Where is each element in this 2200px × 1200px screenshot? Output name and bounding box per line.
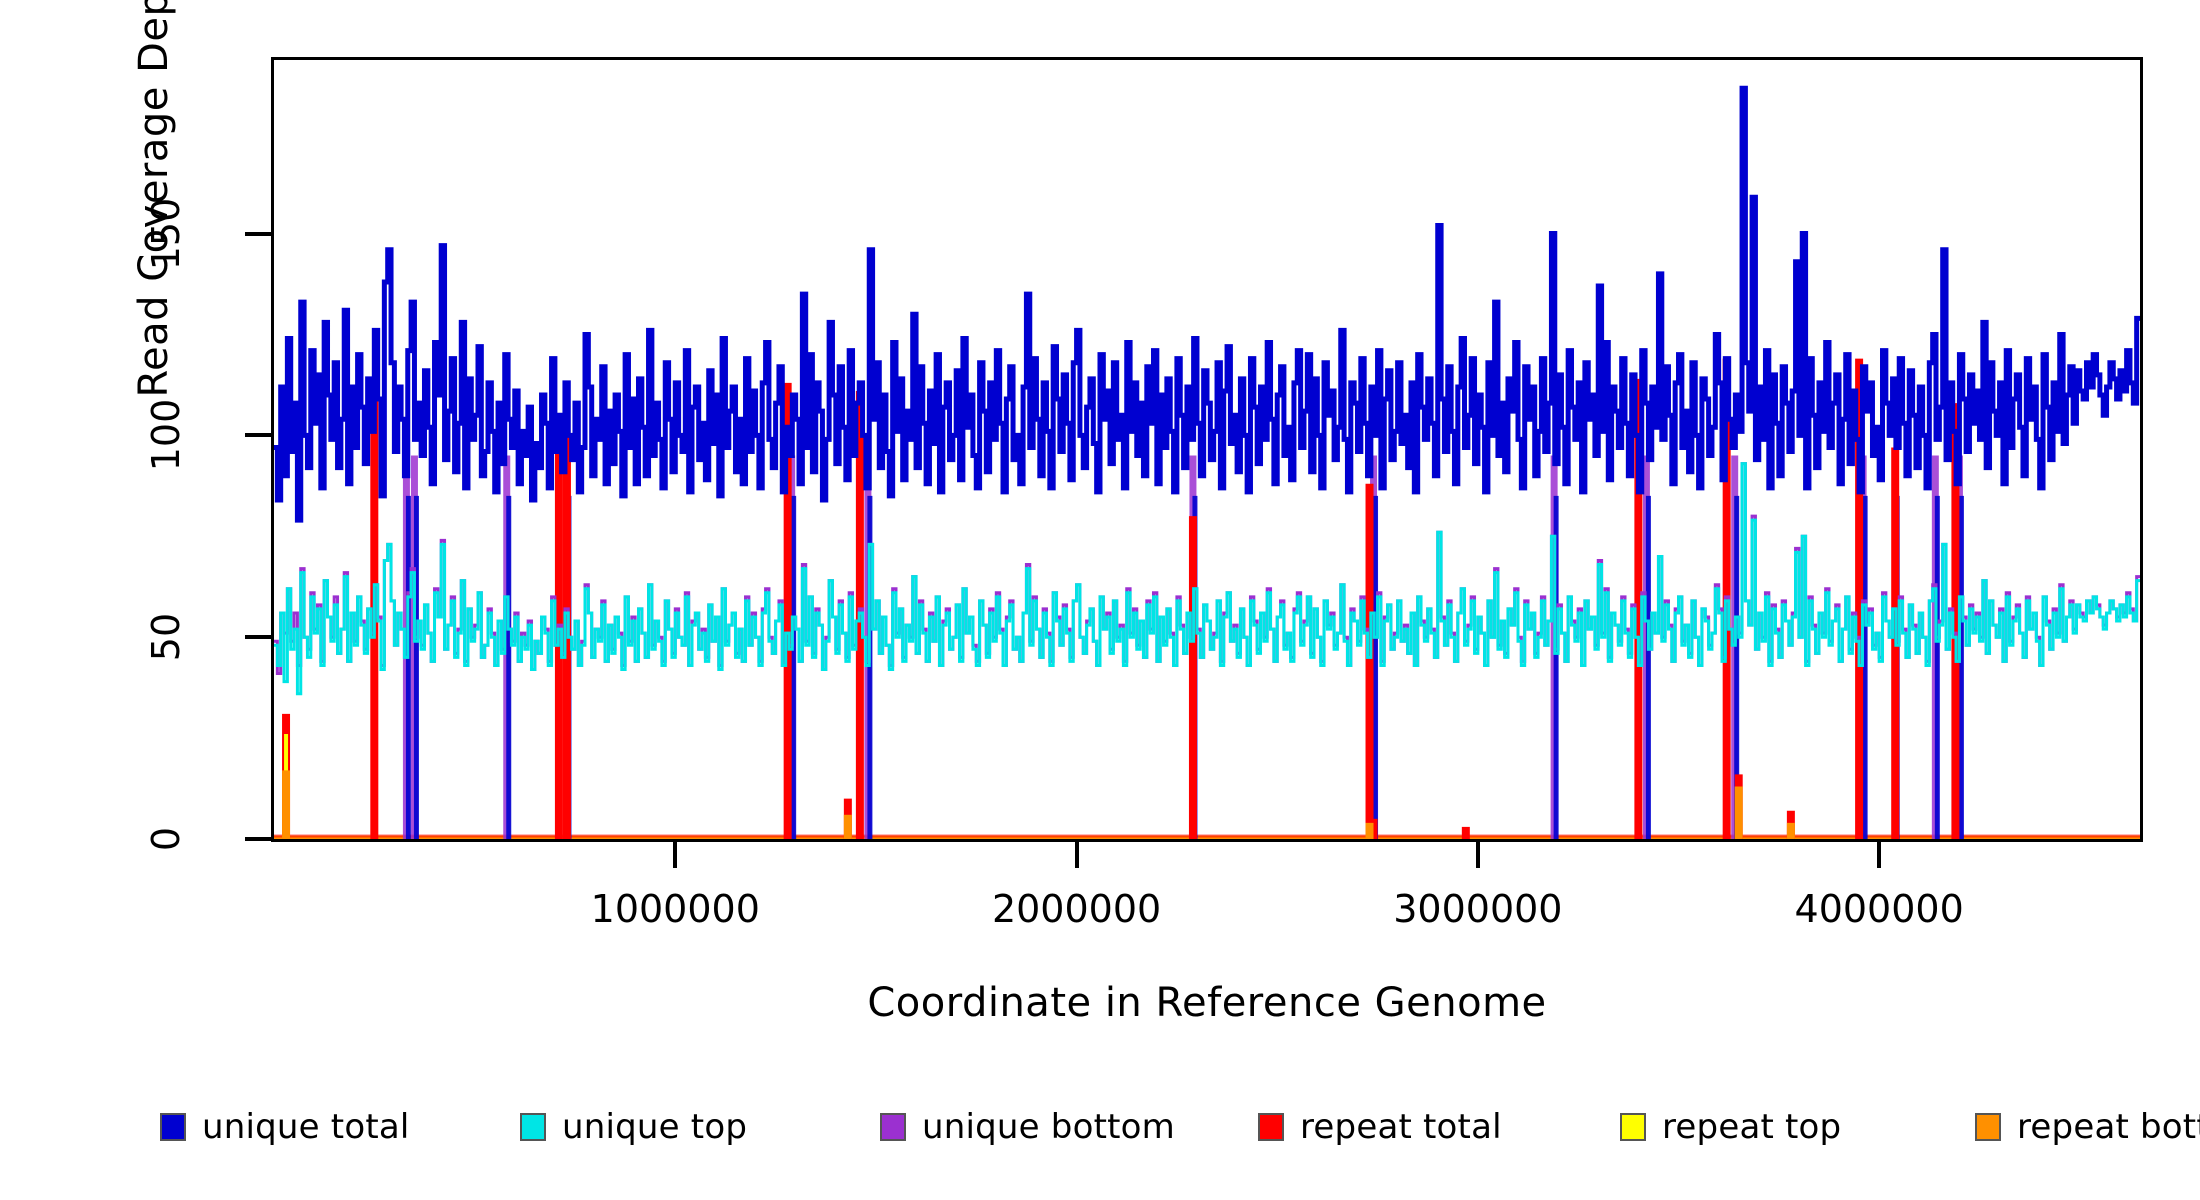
- x-tick-mark-3000000: [1475, 842, 1480, 868]
- x-tick-mark-1000000: [673, 842, 678, 868]
- x-axis-title: Coordinate in Reference Genome: [867, 980, 1547, 1026]
- series-unique-total: [274, 85, 2140, 523]
- y-tick-mark-50: [245, 635, 271, 640]
- x-tick-mark-2000000: [1074, 842, 1079, 868]
- legend-swatch-icon: [1258, 1113, 1284, 1141]
- y-tick-label-50: 50: [144, 613, 188, 662]
- legend-item-repeat-top[interactable]: repeat top: [1620, 1107, 1841, 1147]
- legend-item-unique-top[interactable]: unique top: [520, 1107, 747, 1147]
- legend-label: repeat bottom: [2017, 1107, 2200, 1147]
- legend-label: repeat total: [1300, 1107, 1502, 1147]
- y-tick-label-150: 150: [144, 197, 188, 270]
- legend-item-repeat-bottom[interactable]: repeat bottom: [1975, 1107, 2200, 1147]
- x-tick-label-4000000: 4000000: [1794, 887, 1964, 931]
- legend-swatch-icon: [160, 1113, 186, 1141]
- plot-area: [271, 57, 2143, 842]
- chart-legend: unique total unique top unique bottom repea…: [0, 1095, 2200, 1155]
- x-tick-mark-4000000: [1877, 842, 1882, 868]
- y-tick-mark-100: [245, 433, 271, 438]
- x-tick-label-1000000: 1000000: [590, 887, 760, 931]
- y-tick-mark-0: [245, 837, 271, 841]
- legend-item-repeat-total[interactable]: repeat total: [1258, 1107, 1502, 1147]
- legend-label: unique bottom: [922, 1107, 1175, 1147]
- legend-label: unique total: [202, 1107, 410, 1147]
- y-tick-label-100: 100: [144, 399, 188, 472]
- x-tick-label-2000000: 2000000: [991, 887, 1162, 931]
- legend-swatch-icon: [1975, 1113, 2001, 1141]
- legend-swatch-icon: [880, 1113, 906, 1141]
- y-tick-mark-150: [245, 231, 271, 236]
- legend-label: unique top: [562, 1107, 748, 1147]
- y-tick-label-0: 0: [144, 826, 188, 852]
- x-tick-label-3000000: 3000000: [1393, 887, 1563, 931]
- legend-item-unique-bottom[interactable]: unique bottom: [880, 1107, 1175, 1147]
- legend-swatch-icon: [520, 1113, 546, 1141]
- series-unique-top: [274, 462, 2140, 696]
- legend-swatch-icon: [1620, 1113, 1646, 1141]
- legend-label: repeat top: [1662, 1107, 1842, 1147]
- coverage-series-svg: [274, 85, 2140, 839]
- legend-item-unique-total[interactable]: unique total: [160, 1107, 410, 1147]
